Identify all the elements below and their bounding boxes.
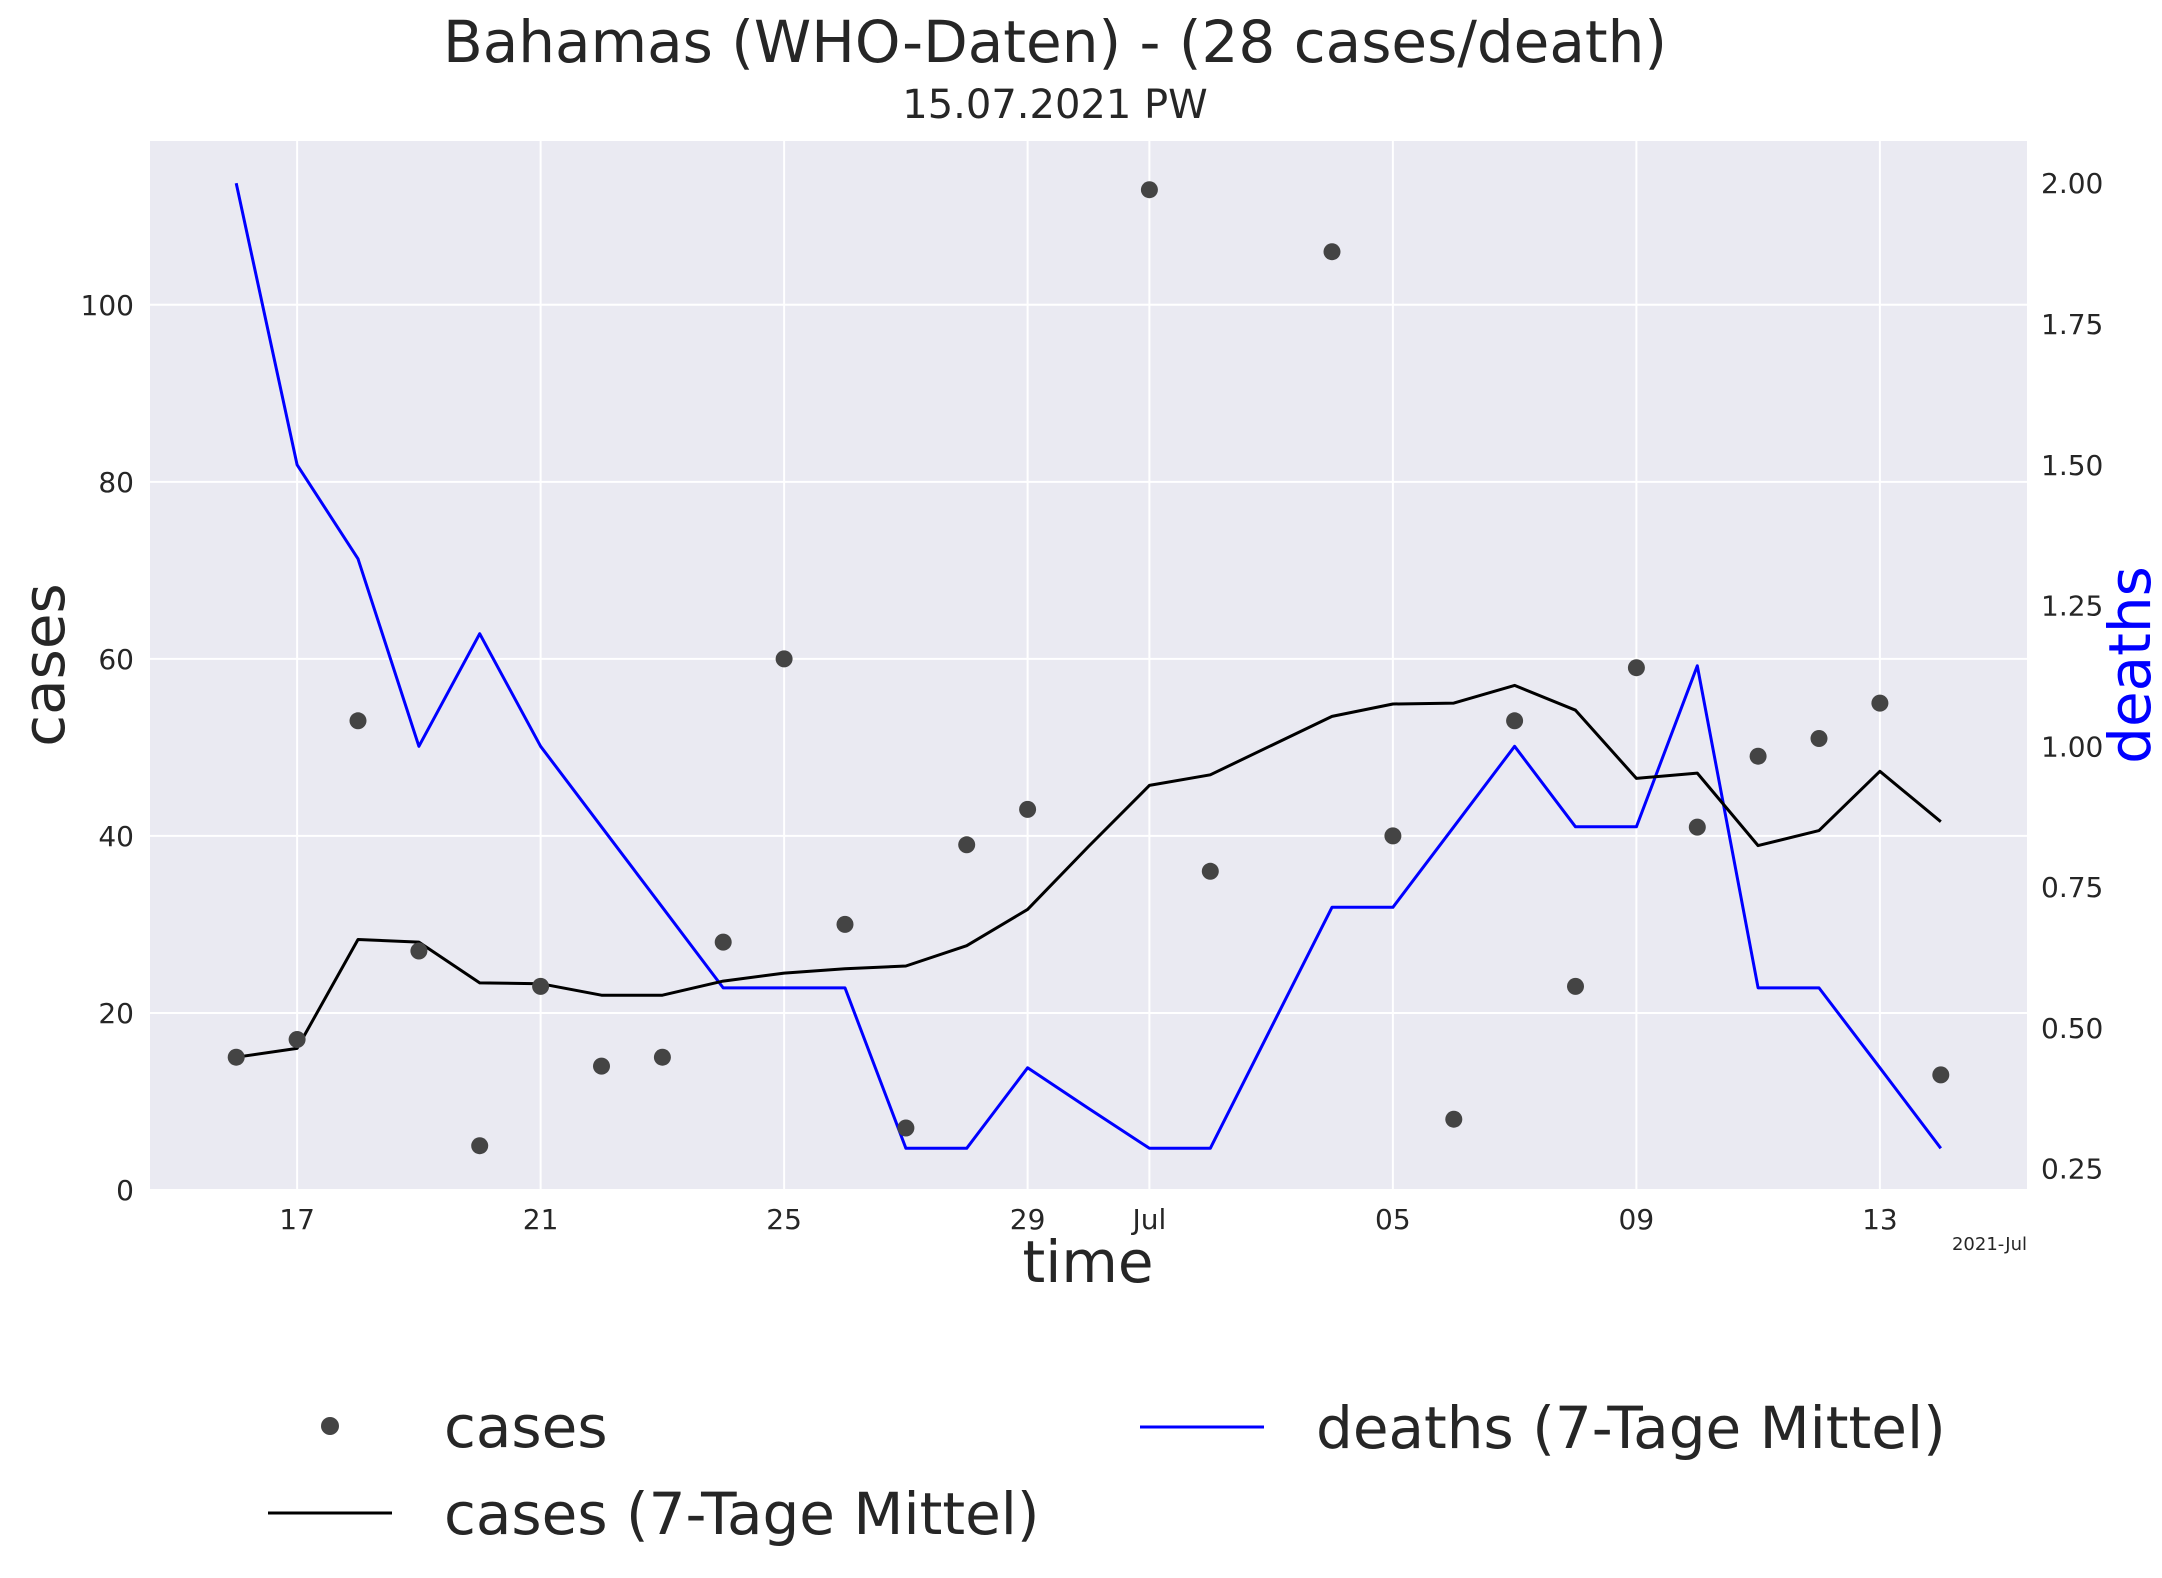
x-tick-label: 25 <box>766 1203 802 1236</box>
cases-point <box>1506 712 1524 730</box>
y-right-tick-label: 2.00 <box>2041 167 2103 200</box>
x-axis-ticks: 17 21 25 29 Jul 05 09 13 <box>279 1203 1897 1236</box>
x-offset-label: 2021-Jul <box>1952 1234 2027 1255</box>
cases-point <box>1627 659 1645 677</box>
x-axis-label: time <box>1022 1228 1153 1296</box>
legend-label-deaths-7day: deaths (7-Tage Mittel) <box>1316 1394 1946 1462</box>
y-right-tick-label: 0.75 <box>2041 871 2103 904</box>
y-left-tick-label: 40 <box>98 820 134 853</box>
cases-point <box>471 1137 489 1155</box>
series-cases-7day-line <box>235 683 1942 1059</box>
y-right-axis-ticks: 0.25 0.50 0.75 1.00 1.25 1.50 1.75 2.00 <box>2041 167 2103 1185</box>
cases-point <box>653 1048 671 1066</box>
x-tick-label: 13 <box>1862 1203 1898 1236</box>
cases-point <box>1688 818 1706 836</box>
legend-item-cases: cases <box>321 1393 608 1461</box>
y-left-tick-label: 80 <box>98 466 134 499</box>
cases-point <box>1932 1066 1950 1084</box>
cases-point <box>1749 747 1767 765</box>
x-tick-label: 21 <box>523 1203 559 1236</box>
cases-point <box>532 977 550 995</box>
y-right-tick-label: 1.25 <box>2041 590 2103 623</box>
cases-point <box>1567 977 1584 995</box>
y-right-tick-label: 1.00 <box>2041 730 2103 763</box>
cases-point <box>958 836 976 854</box>
cases-point <box>349 712 367 730</box>
series-cases-points <box>227 181 1950 1155</box>
cases-point <box>1810 730 1828 747</box>
legend-label-cases-7day: cases (7-Tage Mittel) <box>444 1480 1040 1548</box>
legend-item-deaths-7day: deaths (7-Tage Mittel) <box>1140 1394 1946 1462</box>
cases-point <box>1140 181 1158 199</box>
y-right-tick-label: 0.25 <box>2041 1153 2103 1186</box>
legend: cases cases (7-Tage Mittel) deaths (7-Ta… <box>268 1393 1946 1548</box>
chart-title: Bahamas (WHO-Daten) - (28 cases/death) <box>443 8 1667 76</box>
cases-point <box>714 933 732 951</box>
y-left-tick-label: 60 <box>98 643 134 676</box>
cases-point <box>1323 243 1341 261</box>
y-left-axis-ticks: 0 20 40 60 80 100 <box>81 289 134 1207</box>
x-tick-label: 05 <box>1375 1203 1411 1236</box>
cases-point <box>1384 827 1402 845</box>
cases-point <box>593 1057 610 1075</box>
y-right-tick-label: 1.75 <box>2041 308 2103 341</box>
legend-label-cases: cases <box>444 1393 608 1461</box>
cases-point <box>775 650 793 668</box>
cases-point <box>836 915 854 933</box>
chart-subtitle: 15.07.2021 PW <box>902 82 1207 128</box>
cases-point <box>1201 862 1219 880</box>
cases-point <box>897 1119 915 1137</box>
x-tick-label: 17 <box>279 1203 315 1236</box>
cases-point <box>227 1048 245 1066</box>
cases-7day-line <box>235 683 1942 1059</box>
legend-marker-cases <box>321 1417 339 1435</box>
legend-item-cases-7day: cases (7-Tage Mittel) <box>268 1480 1040 1548</box>
x-tick-label: Jul <box>1130 1203 1166 1236</box>
y-left-axis-label: cases <box>10 583 78 747</box>
x-tick-label: 09 <box>1619 1203 1655 1236</box>
y-left-tick-label: 100 <box>81 289 134 322</box>
cases-point <box>1871 694 1889 712</box>
y-right-tick-label: 1.50 <box>2041 449 2103 482</box>
x-tick-label: 29 <box>1010 1203 1046 1236</box>
series-deaths-7day-line <box>234 182 1942 1150</box>
y-right-tick-label: 0.50 <box>2041 1012 2103 1045</box>
y-left-tick-label: 20 <box>98 997 134 1030</box>
cases-point <box>410 942 428 960</box>
deaths-7day-line <box>234 182 1942 1150</box>
y-left-tick-label: 0 <box>116 1174 134 1207</box>
cases-point <box>288 1031 306 1048</box>
cases-point <box>1019 800 1037 818</box>
plot-area <box>150 141 2027 1190</box>
cases-point <box>1445 1110 1463 1128</box>
grid <box>150 141 2027 1191</box>
y-right-axis-label: deaths <box>2096 566 2162 764</box>
